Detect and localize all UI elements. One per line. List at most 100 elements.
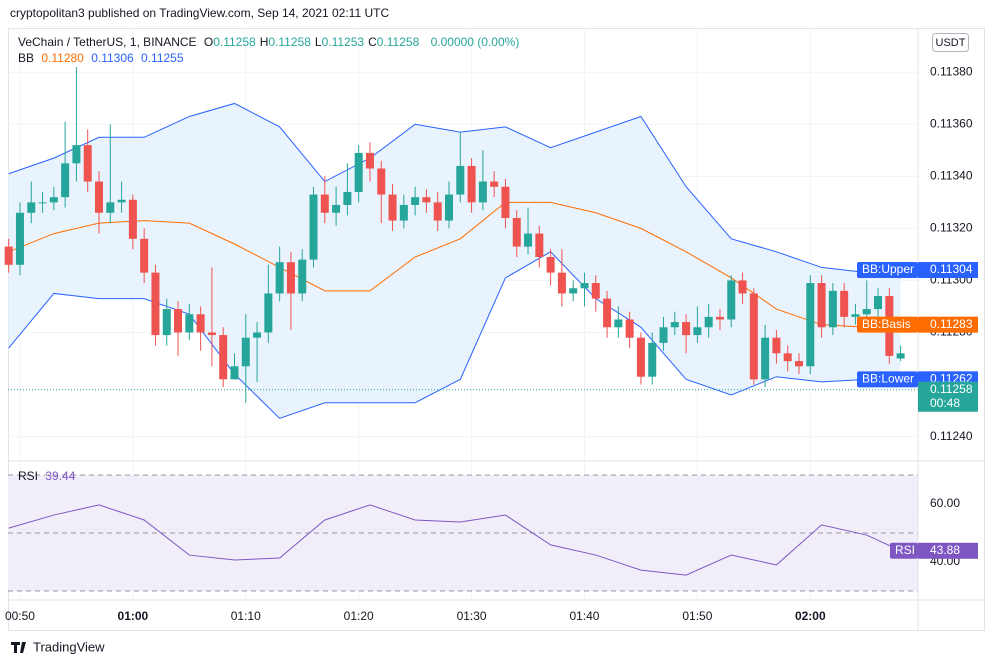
published-note: cryptopolitan3 published on TradingView.… — [10, 6, 389, 20]
candle-body — [693, 327, 702, 336]
candle-body — [241, 337, 250, 367]
candle-body — [636, 337, 645, 377]
x-tick-label: 01:40 — [569, 609, 599, 623]
candle-body — [817, 283, 826, 328]
price-label-name-box — [857, 371, 918, 388]
x-tick-label: 01:10 — [231, 609, 261, 623]
candle-body — [478, 181, 487, 203]
candle-body — [196, 314, 205, 333]
ohlc-value: 0.11258 — [213, 35, 256, 49]
plot-layer — [4, 28, 918, 600]
candle-body — [264, 293, 273, 333]
price-label-box — [918, 262, 978, 279]
y-tick-label: 0.11380 — [930, 64, 973, 78]
rsi-value: 39.44 — [45, 469, 76, 483]
candle-body — [354, 152, 363, 192]
chart-frame — [8, 28, 985, 631]
bb-basis: 0.11280 — [41, 51, 84, 65]
candle-body — [320, 194, 329, 213]
candle-body — [72, 145, 81, 164]
y-tick-label: 0.11360 — [930, 116, 973, 130]
change: 0.00000 (0.00%) — [430, 35, 520, 49]
price-label-value: 0.11283 — [930, 317, 973, 331]
candle-body — [140, 238, 149, 273]
candle-body — [580, 283, 589, 289]
x-tick-label: 01:00 — [118, 609, 149, 623]
candle-body — [614, 319, 623, 328]
currency-button[interactable] — [932, 33, 969, 52]
x-tick-label: 00:50 — [5, 609, 35, 623]
candle-body — [828, 290, 837, 328]
candle-body — [467, 165, 476, 203]
candle-body — [117, 199, 126, 203]
candle-body — [377, 168, 386, 195]
candle-body — [309, 194, 318, 260]
candle-body — [343, 191, 352, 205]
bb-line — [8, 102, 901, 279]
candle-body — [49, 197, 58, 203]
price-label-name-box — [857, 262, 918, 279]
candle-body — [648, 342, 657, 377]
rsi-label-value: 43.88 — [930, 543, 960, 557]
candle-body — [365, 152, 374, 169]
bb-label: BB — [18, 51, 35, 65]
candle-body — [61, 163, 70, 198]
rsi-label-name-box — [890, 542, 918, 559]
brand: TradingView — [33, 639, 105, 654]
candle-body — [806, 283, 815, 367]
symbol-legend: VeChain / TetherUS, 1, BINANCE O0.11258 H… — [18, 35, 523, 49]
rsi-label: RSI — [18, 469, 39, 483]
candle-body — [207, 332, 216, 336]
candle-body — [162, 309, 171, 336]
price-label-name-box — [857, 316, 918, 333]
candle-body — [874, 296, 883, 310]
x-tick-label: 02:00 — [795, 609, 826, 623]
candle-body — [659, 327, 668, 343]
candle-body — [27, 202, 36, 213]
candle-body — [704, 316, 713, 328]
candle-body — [253, 332, 262, 338]
candle-body — [95, 181, 103, 213]
candle-body — [185, 314, 194, 333]
candle-body — [490, 181, 499, 187]
candle-body — [727, 280, 736, 320]
rsi-label-box — [918, 542, 978, 559]
ohlc-key: C — [368, 35, 377, 49]
band-fill — [8, 103, 901, 419]
candle-body — [456, 165, 465, 195]
candle-body — [512, 217, 521, 247]
ohlc: O0.11258 H0.11258 L0.11253 C0.11258 — [204, 35, 423, 49]
candle-body — [83, 145, 92, 182]
candle-body — [174, 309, 183, 333]
ohlc-value: 0.11258 — [376, 35, 420, 49]
price-label-value: 0.11304 — [930, 262, 973, 276]
candle-body — [682, 322, 691, 336]
candle-body — [862, 309, 871, 315]
candle-body — [445, 194, 453, 221]
bb-lower: 0.11255 — [141, 51, 184, 65]
ohlc-value: 0.11258 — [268, 35, 311, 49]
candle-body — [433, 202, 442, 221]
currency[interactable]: USDT — [936, 37, 966, 49]
candle-body — [286, 262, 295, 294]
candle-body — [591, 283, 600, 299]
candle-body — [896, 353, 905, 359]
y-tick-label: 60.00 — [930, 496, 960, 510]
candle-body — [851, 314, 860, 317]
candle-body — [332, 204, 341, 213]
candle-body — [219, 335, 228, 380]
candle-body — [388, 194, 397, 221]
price-label-name: BB:Lower — [862, 371, 914, 385]
candle-body — [106, 202, 115, 213]
y-tick-label: 0.11240 — [930, 429, 973, 443]
candle-body — [546, 257, 555, 273]
last-price-box — [918, 381, 978, 412]
candle-body — [557, 272, 566, 294]
bb-line — [8, 201, 901, 331]
candle-body — [738, 280, 747, 294]
footer-logo: TradingView — [11, 639, 105, 654]
candle-body — [230, 366, 239, 380]
candle-body — [151, 272, 160, 336]
candle-body — [625, 319, 634, 338]
